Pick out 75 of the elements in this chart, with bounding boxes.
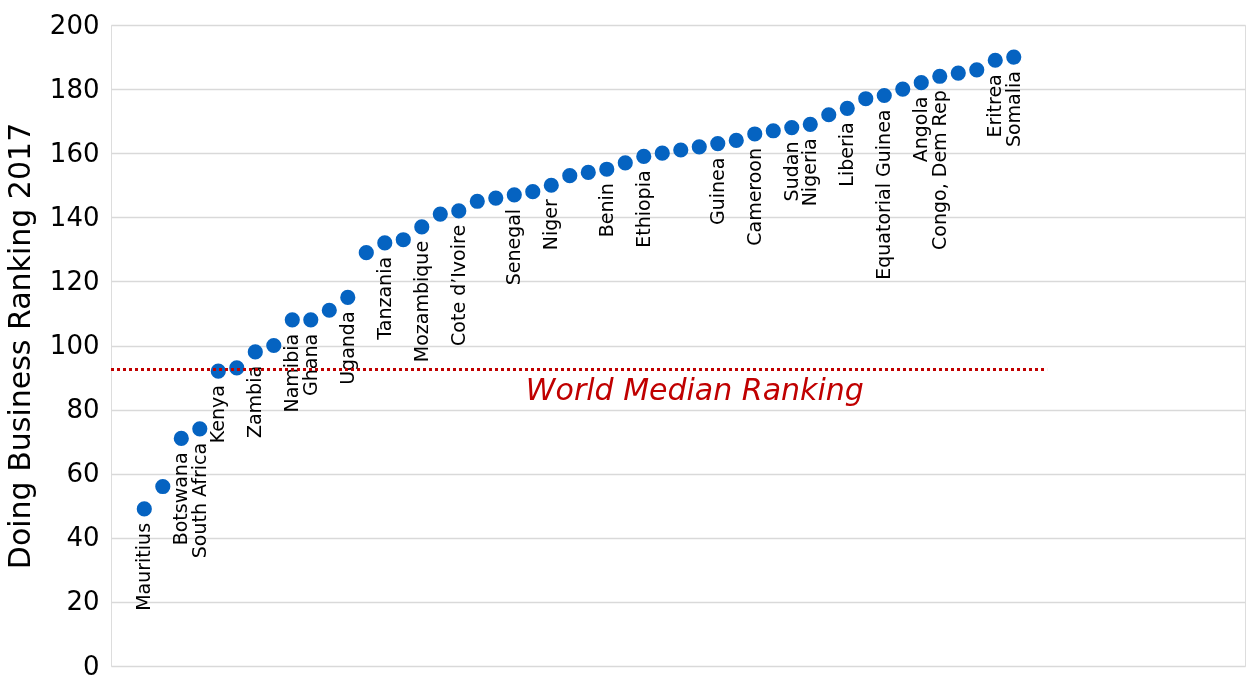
x-tick-label: Tanzania bbox=[372, 256, 395, 341]
point bbox=[599, 161, 615, 177]
point bbox=[506, 187, 522, 203]
point bbox=[543, 177, 559, 193]
point bbox=[451, 203, 467, 219]
point bbox=[377, 235, 393, 251]
point bbox=[580, 164, 596, 180]
point bbox=[839, 100, 855, 116]
x-tick-label: Benin bbox=[594, 183, 617, 238]
point bbox=[469, 193, 485, 209]
x-tick-label: Zambia bbox=[243, 365, 266, 439]
y-tick-label: 200 bbox=[49, 9, 100, 40]
point bbox=[340, 289, 356, 305]
y-tick-label: 160 bbox=[49, 137, 100, 168]
point bbox=[876, 87, 892, 104]
x-tick-label: Niger bbox=[539, 199, 562, 251]
point bbox=[358, 244, 374, 261]
point bbox=[488, 190, 504, 206]
y-tick-label: 20 bbox=[66, 586, 100, 617]
point bbox=[913, 75, 929, 91]
point bbox=[747, 126, 763, 142]
point bbox=[710, 136, 726, 152]
x-tick-label: Uganda bbox=[335, 311, 358, 385]
point bbox=[155, 478, 171, 495]
point bbox=[821, 107, 837, 123]
x-tick-label: Cote d’Ivoire bbox=[446, 224, 469, 346]
point bbox=[395, 232, 411, 248]
point bbox=[969, 62, 985, 78]
point bbox=[654, 145, 670, 161]
point bbox=[303, 312, 319, 328]
point bbox=[525, 184, 541, 200]
x-tick-label: Angola bbox=[909, 96, 932, 163]
x-tick-label: Guinea bbox=[705, 157, 728, 226]
y-tick-label: 40 bbox=[66, 522, 100, 553]
point bbox=[432, 206, 448, 222]
x-tick-label: Equatorial Guinea bbox=[872, 109, 895, 280]
point bbox=[266, 337, 282, 354]
y-tick-label: 60 bbox=[66, 458, 100, 489]
x-tick-label: Kenya bbox=[206, 385, 229, 444]
x-tick-label: Liberia bbox=[835, 122, 858, 187]
y-tick-label: 140 bbox=[49, 201, 100, 232]
ref-line-label: World Median Ranking bbox=[525, 371, 864, 407]
point bbox=[784, 119, 800, 136]
point bbox=[895, 81, 911, 97]
y-tick-label: 80 bbox=[66, 394, 100, 425]
point bbox=[932, 68, 948, 84]
point bbox=[192, 421, 208, 437]
y-tick-label: 180 bbox=[49, 73, 100, 104]
point bbox=[858, 91, 874, 107]
y-tick-label: 120 bbox=[49, 265, 100, 296]
point bbox=[765, 123, 781, 139]
y-axis-title: Doing Business Ranking 2017 bbox=[1, 122, 37, 570]
point bbox=[691, 139, 707, 155]
point bbox=[673, 142, 689, 158]
x-tick-label: Cameroon bbox=[742, 147, 765, 246]
x-tick-label: Mozambique bbox=[409, 240, 432, 363]
point bbox=[173, 430, 189, 447]
point bbox=[562, 168, 578, 184]
point bbox=[617, 155, 633, 171]
point bbox=[136, 501, 152, 517]
point bbox=[414, 219, 430, 235]
x-tick-label: Mauritius bbox=[132, 522, 155, 611]
x-tick-label: Ethiopia bbox=[631, 170, 654, 248]
point bbox=[321, 302, 337, 318]
y-tick-label: 0 bbox=[82, 650, 100, 681]
point bbox=[987, 52, 1003, 68]
point bbox=[728, 132, 744, 148]
point bbox=[1006, 49, 1022, 65]
point bbox=[636, 148, 652, 164]
point bbox=[802, 116, 818, 132]
point bbox=[247, 344, 263, 360]
point bbox=[950, 65, 966, 81]
x-tick-label: Senegal bbox=[502, 208, 525, 286]
y-tick-label: 100 bbox=[49, 330, 100, 360]
point bbox=[284, 312, 300, 328]
